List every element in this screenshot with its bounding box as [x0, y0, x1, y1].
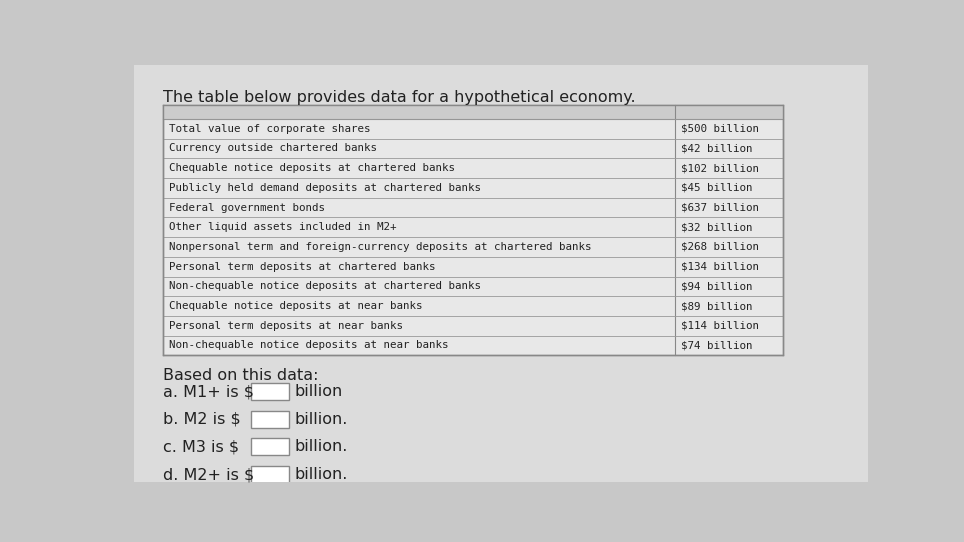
Text: $114 billion: $114 billion — [681, 321, 759, 331]
Bar — [163, 105, 783, 119]
Text: Based on this data:: Based on this data: — [163, 369, 319, 383]
Text: $134 billion: $134 billion — [681, 262, 759, 272]
Text: Personal term deposits at chartered banks: Personal term deposits at chartered bank… — [170, 262, 436, 272]
Text: $74 billion: $74 billion — [681, 340, 752, 351]
Text: $268 billion: $268 billion — [681, 242, 759, 252]
Text: $637 billion: $637 billion — [681, 203, 759, 212]
Bar — [251, 466, 289, 483]
Text: billion.: billion. — [294, 467, 347, 482]
Text: The table below provides data for a hypothetical economy.: The table below provides data for a hypo… — [163, 89, 635, 105]
Text: Nonpersonal term and foreign-currency deposits at chartered banks: Nonpersonal term and foreign-currency de… — [170, 242, 592, 252]
Bar — [163, 105, 783, 356]
Text: b. M2 is $: b. M2 is $ — [163, 412, 241, 427]
Bar — [251, 383, 289, 400]
Text: Non-chequable notice deposits at chartered banks: Non-chequable notice deposits at charter… — [170, 281, 481, 292]
Text: Personal term deposits at near banks: Personal term deposits at near banks — [170, 321, 403, 331]
Text: $32 billion: $32 billion — [681, 222, 752, 233]
Text: $94 billion: $94 billion — [681, 281, 752, 292]
Text: a. M1+ is $: a. M1+ is $ — [163, 384, 254, 399]
Text: billion.: billion. — [294, 412, 347, 427]
Text: billion.: billion. — [294, 440, 347, 454]
Text: $102 billion: $102 billion — [681, 163, 759, 173]
Text: Chequable notice deposits at near banks: Chequable notice deposits at near banks — [170, 301, 423, 311]
Text: billion: billion — [294, 384, 342, 399]
Text: $45 billion: $45 billion — [681, 183, 752, 193]
Text: c. M3 is $: c. M3 is $ — [163, 440, 239, 454]
Text: Chequable notice deposits at chartered banks: Chequable notice deposits at chartered b… — [170, 163, 455, 173]
Text: d. M2+ is $: d. M2+ is $ — [163, 467, 254, 482]
Text: Non-chequable notice deposits at near banks: Non-chequable notice deposits at near ba… — [170, 340, 449, 351]
Text: Publicly held demand deposits at chartered banks: Publicly held demand deposits at charter… — [170, 183, 481, 193]
Text: Total value of corporate shares: Total value of corporate shares — [170, 124, 371, 134]
Bar — [251, 411, 289, 428]
Text: Currency outside chartered banks: Currency outside chartered banks — [170, 144, 377, 153]
Text: $42 billion: $42 billion — [681, 144, 752, 153]
Text: Federal government bonds: Federal government bonds — [170, 203, 325, 212]
Bar — [251, 438, 289, 455]
Text: $500 billion: $500 billion — [681, 124, 759, 134]
Text: $89 billion: $89 billion — [681, 301, 752, 311]
Text: Other liquid assets included in M2+: Other liquid assets included in M2+ — [170, 222, 397, 233]
